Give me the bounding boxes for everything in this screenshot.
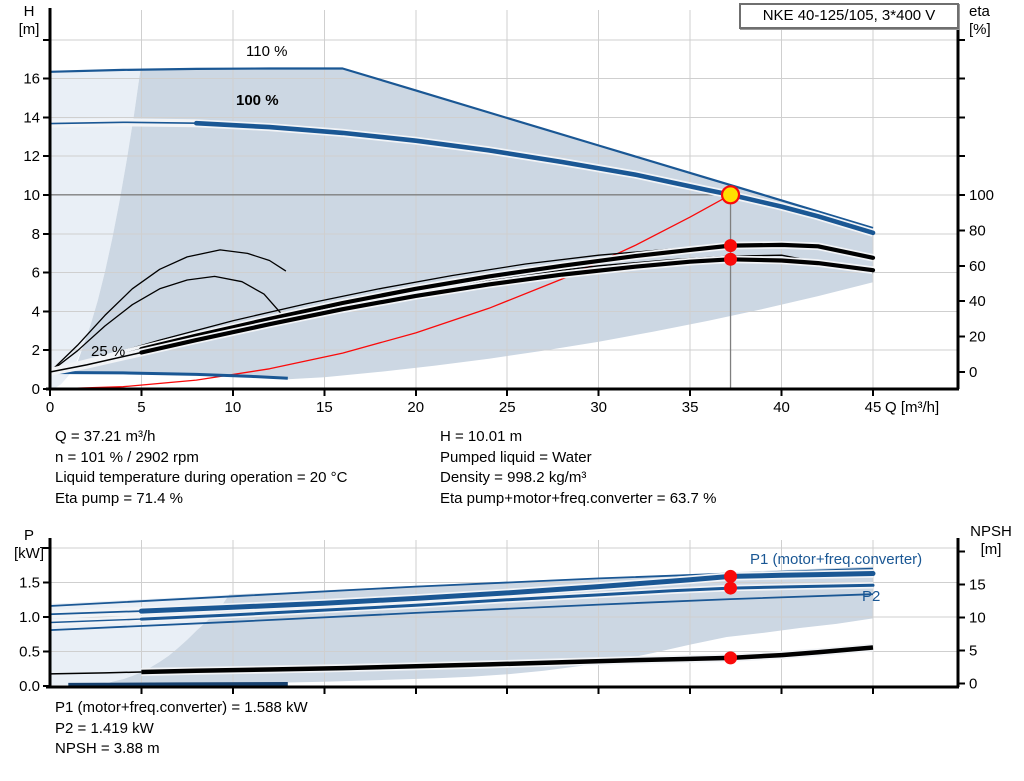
y-left-tick-label: 4 [32, 303, 40, 320]
y-right-tick-label: 100 [969, 187, 994, 204]
pump-title-box: NKE 40-125/105, 3*400 V [739, 3, 959, 29]
duty-eta-pump-text: Eta pump = 71.4 % [55, 490, 183, 508]
envelope-dark [73, 68, 874, 380]
p-25pct-curve [68, 682, 288, 687]
duty-info-right: H = 10.01 m Pumped liquid = Water Densit… [440, 427, 716, 510]
eta-axis-label: eta [%] [969, 3, 991, 39]
x-tick-label: 45 [865, 399, 882, 416]
label-speed-25: 25 % [91, 343, 126, 360]
x-tick-label: 40 [773, 399, 790, 416]
y-right-tick-label: 5 [969, 643, 977, 660]
label-speed-100: 100 % [236, 92, 279, 109]
y-right-tick-label: 20 [969, 329, 986, 346]
y-right-tick-label: 15 [969, 577, 986, 594]
npsh-curve [141, 645, 874, 675]
qh-tick-labels: 0 5 10 15 20 25 30 35 40 45 0 2 4 6 8 10 12 14 16 0 20 40 60 80… [23, 71, 994, 416]
power-envelope-dark [101, 566, 873, 685]
duty-info-bottom: P1 (motor+freq.converter) = 1.588 kW P2 … [55, 698, 308, 760]
x-tick-label: 30 [590, 399, 607, 416]
y-left-tick-label: 1.5 [19, 575, 40, 592]
envelope-light [50, 69, 141, 389]
h-axis-unit: [m] [18, 21, 40, 38]
x-tick-label: 25 [499, 399, 516, 416]
affinity-parabola [49, 194, 731, 390]
npsh-duty-dot [724, 651, 738, 665]
qh-axes [46, 8, 960, 391]
eta-arc-25pct-a [49, 249, 287, 373]
p-axis-label: P [kW] [8, 527, 50, 563]
h-axis-symbol: H [23, 3, 35, 20]
p2-duty-dot [724, 581, 738, 595]
pw-tick-labels: 0.0 0.5 1.0 1.5 0 5 10 15 [19, 575, 986, 696]
qh-ticks [43, 38, 965, 396]
label-p1-curve: P1 (motor+freq.converter) [750, 551, 923, 568]
pw-axes [46, 538, 960, 689]
duty-point-marker [720, 185, 741, 205]
speed-25pct-curve [49, 371, 288, 380]
eta-arc-25pct-b [49, 275, 287, 373]
y-left-tick-label: 14 [23, 109, 40, 126]
y-right-tick-label: 10 [969, 610, 986, 627]
eta-total-duty-dot [724, 252, 738, 266]
duty-p1-text: P1 (motor+freq.converter) = 1.588 kW [55, 699, 308, 716]
y-left-tick-label: 0.5 [19, 644, 40, 661]
p-axis-unit: [kW] [14, 545, 44, 562]
label-speed-110: 110 % [246, 43, 288, 60]
x-tick-label: 5 [137, 399, 145, 416]
x-tick-label: 15 [316, 399, 333, 416]
duty-head-text: H = 10.01 m [440, 428, 523, 445]
duty-temperature-text: Liquid temperature during operation = 20… [55, 469, 348, 487]
p2-curve [139, 583, 875, 621]
y-left-tick-label: 0.0 [19, 678, 40, 695]
pw-chart: 0.0 0.5 1.0 1.5 0 5 10 15 [19, 538, 986, 695]
p1-duty-dot [724, 569, 738, 583]
duty-speed-text: n = 101 % / 2902 rpm [55, 448, 199, 466]
y-left-tick-label: 16 [23, 71, 40, 88]
y-right-tick-label: 0 [969, 364, 977, 381]
x-tick-label: 20 [407, 399, 424, 416]
x-tick-label: 0 [46, 399, 54, 416]
y-left-tick-label: 8 [32, 226, 40, 243]
label-p2-curve: P2 [862, 588, 881, 605]
duty-eta-total-text: Eta pump+motor+freq.converter = 63.7 % [440, 490, 717, 508]
duty-liquid-text: Pumped liquid = Water [440, 448, 592, 466]
pw-ticks [43, 547, 965, 694]
y-right-tick-label: 60 [969, 258, 986, 275]
y-left-tick-label: 1.0 [19, 609, 40, 626]
duty-p2-text: P2 = 1.419 kW [55, 719, 154, 737]
npsh-axis-symbol: NPSH [970, 523, 1012, 540]
duty-density-text: Density = 998.2 kg/m³ [440, 469, 587, 487]
y-left-tick-label: 6 [32, 265, 40, 282]
y-left-tick-label: 2 [32, 342, 40, 359]
qh-chart: 0 5 10 15 20 25 30 35 40 45 0 2 4 6 8 10 12 14 16 0 20 40 60 80… [23, 8, 994, 416]
speed-110pct-curve [49, 67, 874, 230]
eta-total-curve [139, 257, 876, 355]
duty-flow-text: Q = 37.21 m³/h [55, 428, 156, 445]
eta-axis-unit: [%] [969, 21, 991, 38]
y-right-tick-label: 0 [969, 676, 977, 693]
eta-pump-duty-dot [724, 239, 738, 253]
eta-axis-symbol: eta [969, 3, 990, 20]
p2-min-boundary [49, 593, 874, 631]
duty-npsh-text: NPSH = 3.88 m [55, 740, 160, 758]
y-right-tick-label: 40 [969, 293, 986, 310]
npsh-axis-unit: [m] [980, 541, 1002, 558]
x-tick-label: 35 [682, 399, 699, 416]
npsh-axis-label: NPSH [m] [962, 523, 1020, 559]
speed-100pct-curve [194, 120, 876, 236]
h-axis-label: H [m] [8, 3, 50, 39]
q-axis-label: Q [m³/h] [885, 399, 940, 416]
y-left-tick-label: 0 [32, 381, 40, 398]
y-right-tick-label: 80 [969, 222, 986, 239]
y-left-tick-label: 12 [23, 148, 40, 165]
x-tick-label: 10 [225, 399, 242, 416]
p-axis-symbol: P [23, 527, 34, 544]
y-left-tick-label: 10 [23, 187, 40, 204]
p1-curve [138, 571, 876, 614]
duty-info-left: Q = 37.21 m³/h n = 101 % / 2902 rpm Liqu… [55, 427, 347, 510]
eta-pump-curve [139, 242, 876, 352]
